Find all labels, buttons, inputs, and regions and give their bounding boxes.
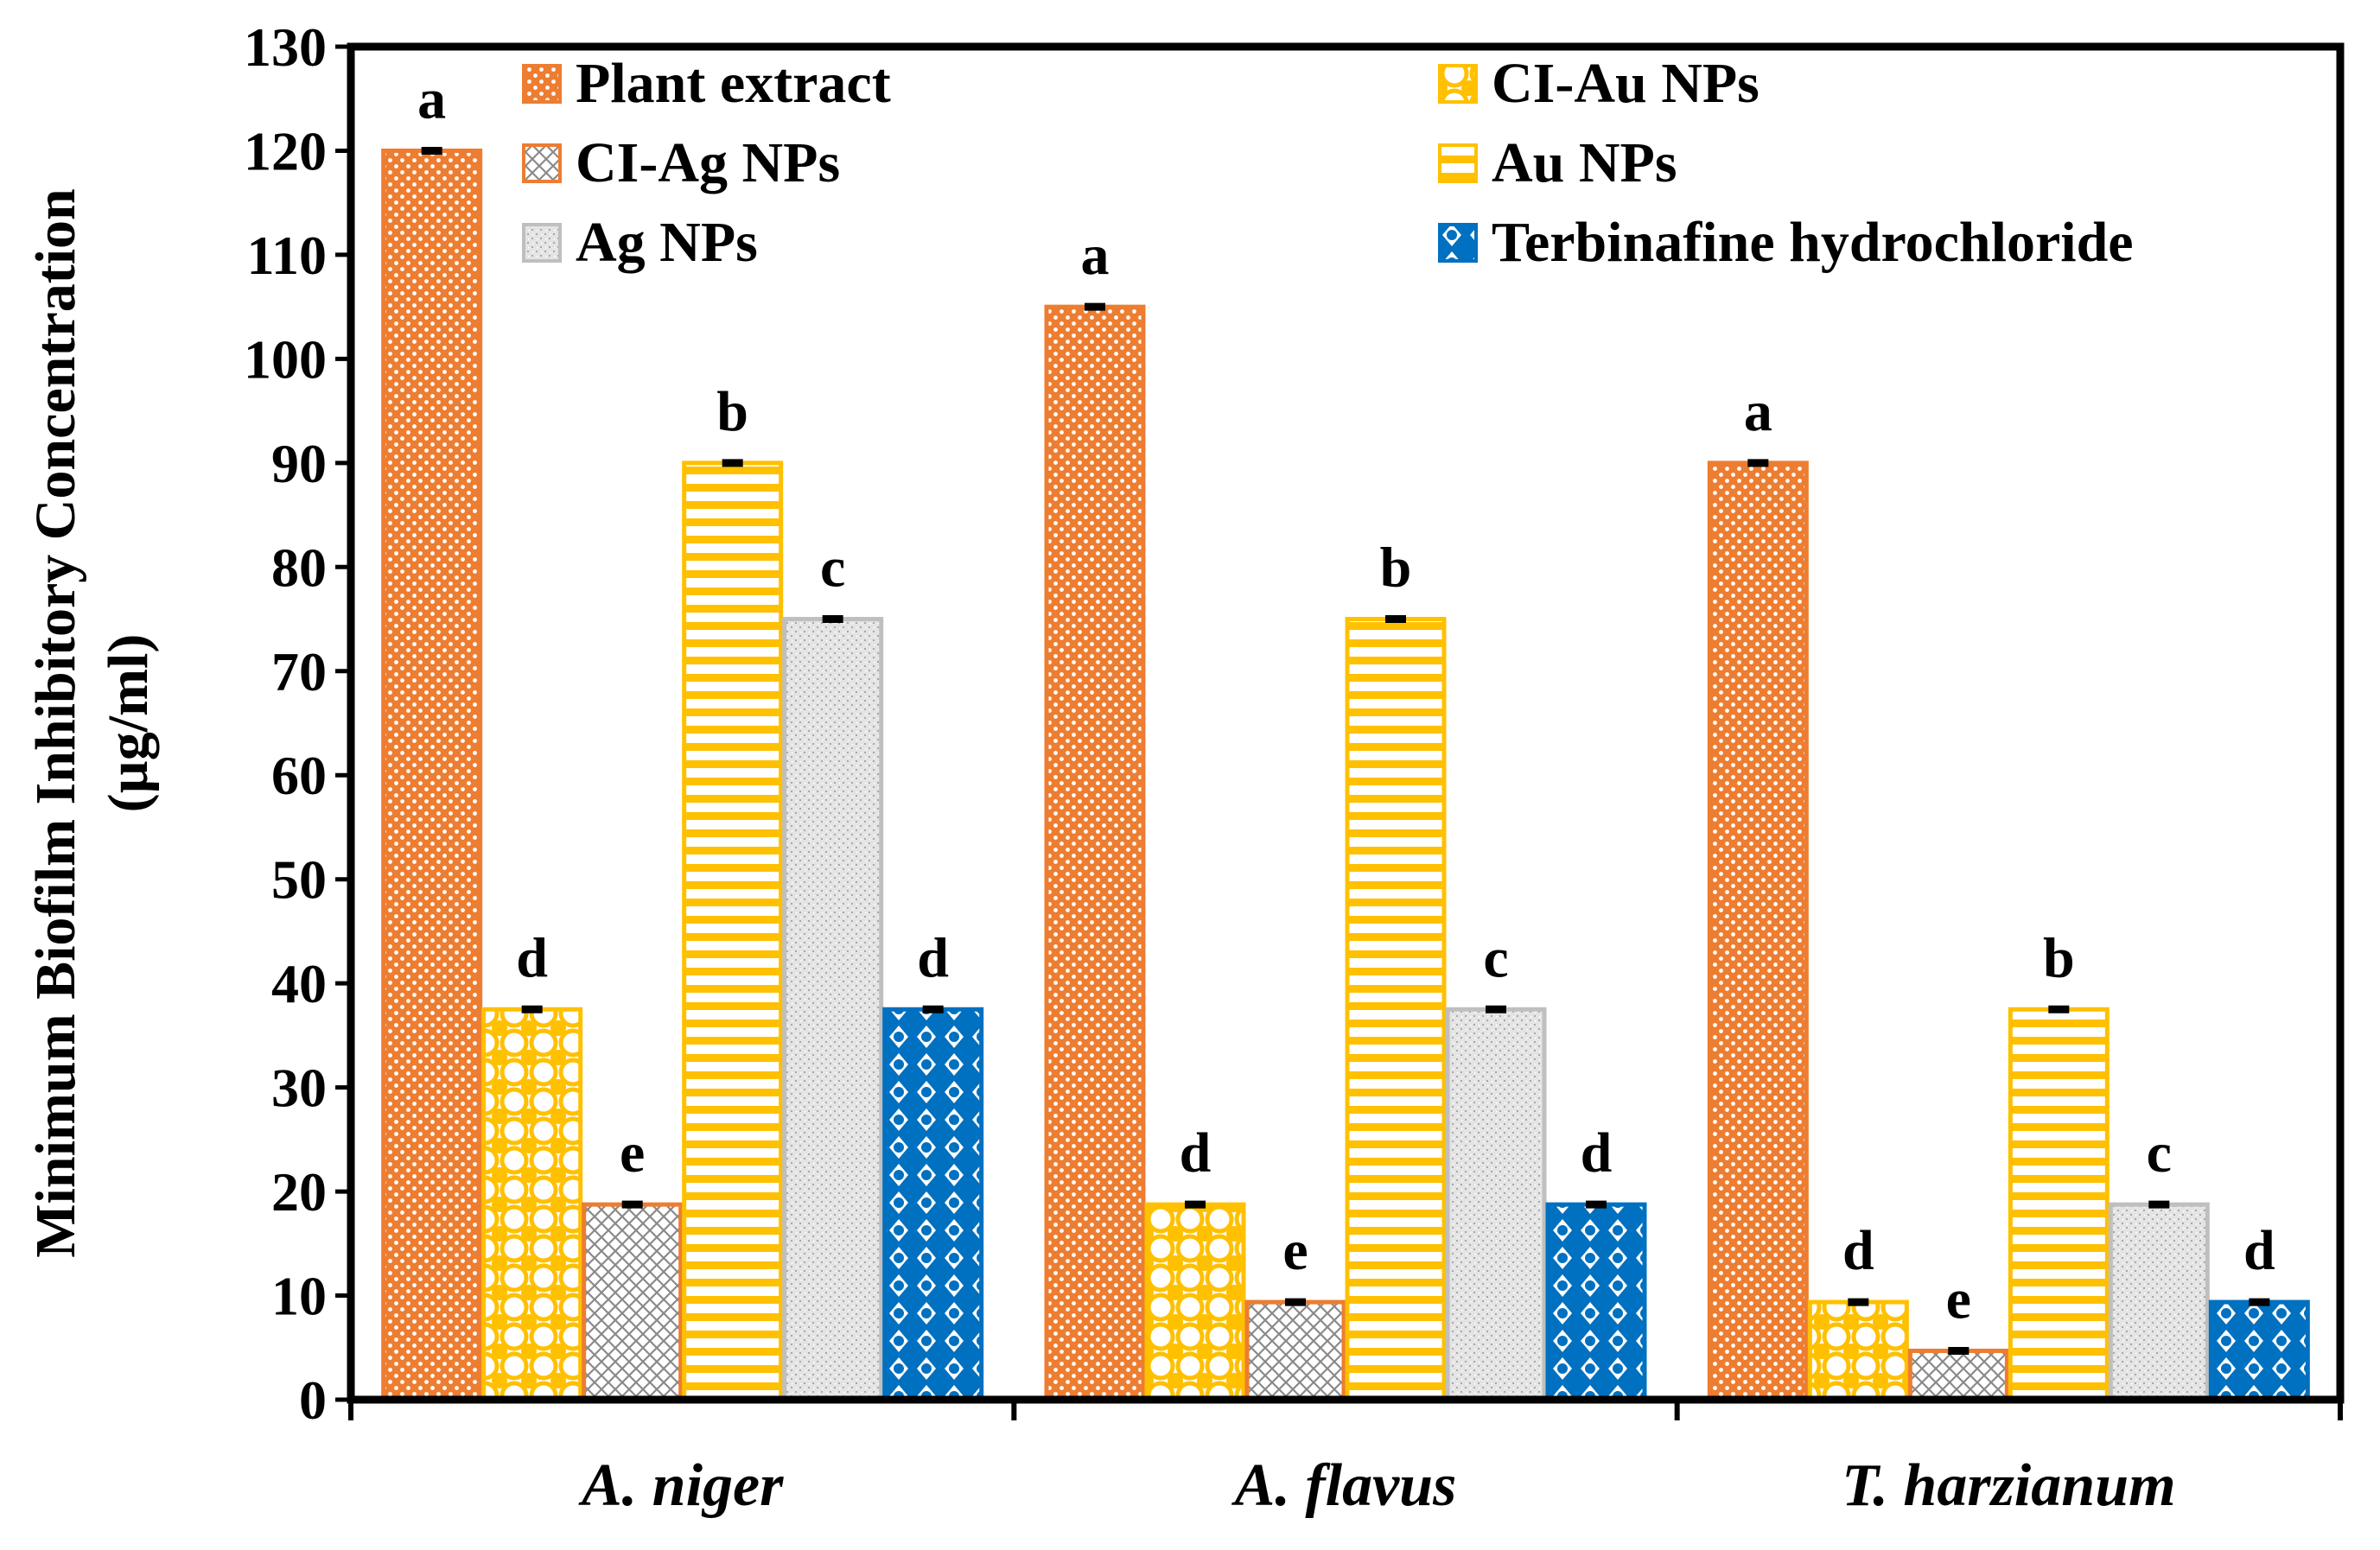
bar — [1445, 1007, 1547, 1402]
y-tick-label: 80 — [271, 537, 327, 598]
y-tick-label: 60 — [271, 745, 327, 806]
bar — [1244, 1299, 1346, 1402]
bar — [481, 1007, 583, 1402]
data-label: d — [1180, 1121, 1212, 1185]
bar — [882, 1007, 984, 1402]
legend-swatch — [1438, 64, 1478, 104]
data-label: a — [1744, 380, 1772, 443]
bar — [2008, 1007, 2110, 1402]
legend-label: Ag NPs — [576, 211, 758, 274]
legend-item: Au NPs — [1438, 131, 1677, 194]
bar — [782, 617, 884, 1402]
bar — [1044, 304, 1146, 1402]
bars-layer — [381, 148, 2310, 1402]
data-label: c — [1483, 926, 1508, 989]
legend-item: Terbinafine hydrochloride — [1438, 211, 2134, 274]
y-tick-label: 130 — [244, 16, 327, 78]
y-axis-title-units: (µg/ml) — [97, 634, 160, 813]
y-tick-label: 90 — [271, 433, 327, 494]
category-label: A. flavus — [1231, 1452, 1457, 1519]
data-label: c — [2147, 1121, 2172, 1185]
data-label: e — [1946, 1268, 1971, 1331]
legend-swatch — [522, 223, 562, 263]
category-label: A. niger — [578, 1452, 784, 1519]
legend-label: CI-Au NPs — [1492, 52, 1760, 115]
y-tick-label: 100 — [244, 328, 327, 390]
data-label: a — [1081, 224, 1110, 287]
data-label: b — [2043, 926, 2075, 989]
legend-item: Plant extract — [522, 52, 891, 115]
y-tick-label: 0 — [299, 1369, 327, 1431]
data-label: b — [1380, 537, 1412, 600]
bar — [1345, 617, 1447, 1402]
legend-label: Plant extract — [576, 52, 891, 115]
legend-item: CI-Ag NPs — [522, 131, 840, 194]
bar — [1707, 461, 1809, 1402]
data-label: c — [820, 537, 845, 600]
data-label: e — [1282, 1219, 1308, 1282]
y-tick-label: 120 — [244, 120, 327, 181]
y-tick-label: 50 — [271, 849, 327, 911]
data-label: e — [620, 1121, 645, 1185]
bar — [1907, 1349, 2009, 1402]
y-tick-label: 110 — [247, 225, 327, 286]
y-tick-label: 10 — [271, 1266, 327, 1327]
y-axis-title: Minimum Biofilm Inhibitory Concentration — [24, 188, 87, 1258]
bar — [381, 148, 483, 1402]
bar — [582, 1202, 684, 1402]
legend-label: Terbinafine hydrochloride — [1492, 211, 2134, 274]
legend-swatch — [522, 143, 562, 183]
category-labels: A. niger A. flavus T. harzianum — [578, 1452, 2176, 1519]
legend: Plant extract CI-Au NPs CI-Ag NPs Au NPs Ag … — [522, 52, 2134, 274]
y-tick-label: 30 — [271, 1058, 327, 1119]
y-tick-label: 20 — [271, 1161, 327, 1223]
legend-label: CI-Ag NPs — [576, 131, 840, 194]
bar — [2208, 1299, 2310, 1402]
data-label: d — [1842, 1219, 1874, 1282]
legend-swatch — [1438, 143, 1478, 183]
data-label: b — [716, 380, 748, 443]
bar — [1545, 1202, 1647, 1402]
category-label: T. harzianum — [1842, 1452, 2176, 1519]
data-label: d — [2243, 1219, 2275, 1282]
y-tick-label: 40 — [271, 953, 327, 1014]
data-label: a — [417, 67, 446, 130]
data-labels-layer: a a a d d d e e e b b b c c c d d d — [417, 67, 2275, 1331]
data-label: d — [1581, 1121, 1613, 1185]
error-bars-layer — [421, 146, 2270, 1356]
legend-item: CI-Au NPs — [1438, 52, 1760, 115]
legend-label: Au NPs — [1492, 131, 1677, 194]
x-ticks — [348, 1400, 2343, 1420]
data-label: d — [917, 926, 949, 989]
legend-swatch — [522, 64, 562, 104]
bar — [1807, 1299, 1909, 1402]
bar — [2108, 1202, 2210, 1402]
bar — [1144, 1202, 1246, 1402]
legend-item: Ag NPs — [522, 211, 758, 274]
y-tick-label: 70 — [271, 641, 327, 702]
legend-swatch — [1438, 223, 1478, 263]
y-ticks: 0 10 20 30 40 50 60 70 80 90 100 110 120 130 — [244, 16, 351, 1431]
data-label: d — [516, 926, 548, 989]
bar — [682, 461, 784, 1402]
